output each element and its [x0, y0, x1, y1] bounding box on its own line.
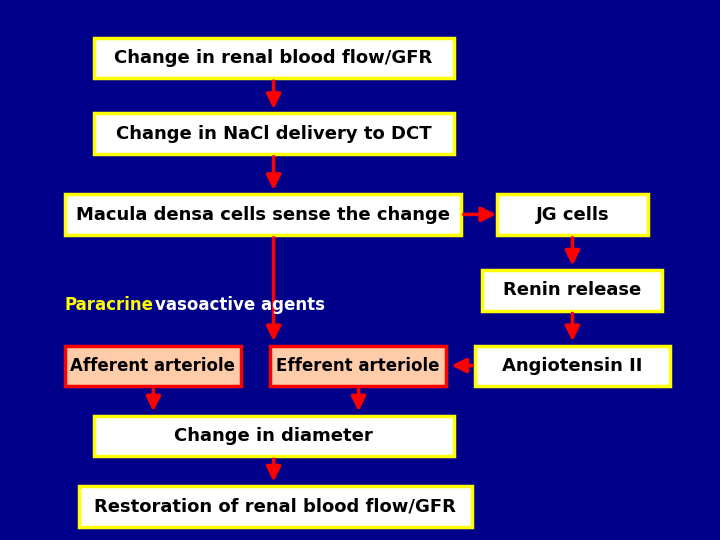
FancyBboxPatch shape	[79, 486, 472, 526]
FancyBboxPatch shape	[65, 194, 461, 235]
Text: Change in renal blood flow/GFR: Change in renal blood flow/GFR	[114, 49, 433, 67]
Text: Renin release: Renin release	[503, 281, 642, 299]
Text: Change in NaCl delivery to DCT: Change in NaCl delivery to DCT	[116, 125, 431, 143]
Text: Restoration of renal blood flow/GFR: Restoration of renal blood flow/GFR	[94, 497, 456, 515]
Text: Macula densa cells sense the change: Macula densa cells sense the change	[76, 206, 450, 224]
Text: Paracrine: Paracrine	[65, 296, 154, 314]
FancyBboxPatch shape	[475, 346, 670, 386]
Text: Efferent arteriole: Efferent arteriole	[276, 357, 440, 375]
Text: JG cells: JG cells	[536, 206, 609, 224]
Text: vasoactive agents: vasoactive agents	[155, 296, 325, 314]
FancyBboxPatch shape	[270, 346, 446, 386]
FancyBboxPatch shape	[94, 416, 454, 456]
Text: Change in diameter: Change in diameter	[174, 427, 373, 445]
Text: Afferent arteriole: Afferent arteriole	[71, 357, 235, 375]
FancyBboxPatch shape	[94, 113, 454, 154]
FancyBboxPatch shape	[94, 38, 454, 78]
FancyBboxPatch shape	[482, 270, 662, 310]
Text: Angiotensin II: Angiotensin II	[503, 357, 642, 375]
FancyBboxPatch shape	[497, 194, 648, 235]
FancyBboxPatch shape	[65, 346, 241, 386]
